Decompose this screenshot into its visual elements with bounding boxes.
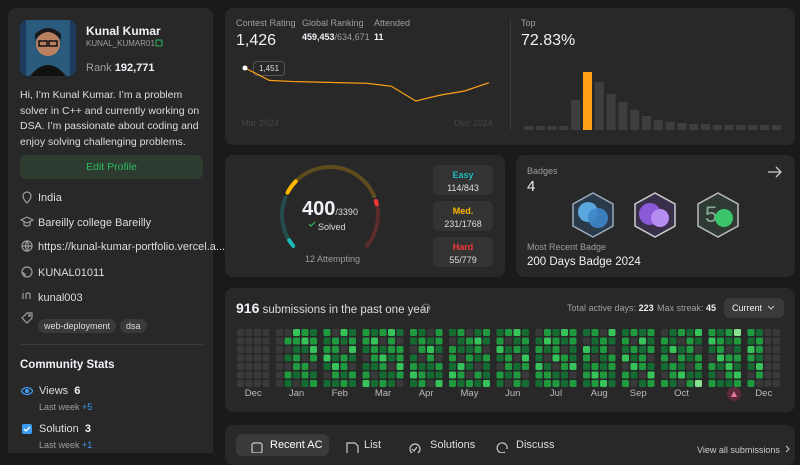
linkedin[interactable]: kunal003 (38, 292, 83, 304)
tag[interactable]: dsa (120, 319, 147, 333)
location: India (38, 192, 62, 204)
period: Last week (39, 440, 80, 450)
month-label: Apr (418, 388, 434, 399)
attempting: 12 Attempting (305, 254, 361, 264)
recent-badge: 200 Days Badge 2024 (527, 256, 641, 268)
label: Max streak: (657, 303, 704, 313)
difficulty-box: Hard 55/779 (433, 237, 493, 267)
change: +5 (82, 402, 93, 412)
max-streak: Max streak: 45 (657, 303, 716, 313)
top-label: Top (521, 18, 536, 28)
github[interactable]: KUNAL01011 (38, 267, 105, 279)
profile-card (8, 8, 213, 453)
count: 916 (236, 300, 260, 316)
month-label: Dec (755, 388, 773, 399)
solved: 400 (302, 198, 336, 220)
month-label: Dec (244, 388, 262, 399)
solved-label: Solved (318, 222, 346, 232)
period: Last week (39, 402, 80, 412)
text: submissions in the past one year (262, 304, 431, 316)
month-label: May (460, 388, 479, 399)
divider (20, 344, 203, 345)
view-all-link[interactable]: View all submissions (697, 445, 780, 455)
total: /3390 (335, 207, 358, 217)
difficulty-count: 231/1768 (444, 219, 482, 229)
x-label: Mar 2024 (241, 118, 280, 128)
stat-icons (21, 386, 33, 434)
user-name: Kunal Kumar (86, 24, 161, 38)
edit-profile-button[interactable]: Edit Profile (20, 155, 203, 179)
difficulty-box: Easy 114/843 (433, 165, 493, 195)
x-label: Dec 2024 (454, 118, 493, 128)
username: KUNAL_KUMAR01 (86, 39, 155, 48)
difficulty-name: Hard (452, 242, 474, 252)
stat-name: Solution (39, 423, 79, 435)
ranking-label: Global Ranking (302, 18, 364, 28)
tab[interactable]: List (364, 439, 382, 451)
ranking-value: 459,453/634,671 (302, 32, 370, 42)
tab[interactable]: Solutions (430, 439, 476, 451)
avatar (20, 20, 76, 76)
solution-change: Last week +1 (39, 440, 92, 450)
value: 223 (638, 303, 654, 313)
month-label: Jul (549, 388, 563, 399)
badges-title: Badges (527, 166, 558, 176)
stat-name: Views (39, 385, 69, 397)
stat-value: 3 (84, 423, 92, 435)
active-days: Total active days: 223 (567, 303, 654, 313)
label: Total active days: (567, 303, 637, 313)
tab[interactable]: Discuss (516, 439, 555, 451)
solution-row: Solution 3 (39, 423, 91, 435)
month-label: Jun (505, 388, 521, 399)
month-label: Aug (590, 388, 608, 399)
community-title: Community Stats (20, 359, 115, 371)
rank-row: Rank 192,771 (86, 62, 155, 74)
school: Bareilly college Bareilly (38, 217, 152, 229)
year-dropdown[interactable]: Current (724, 298, 784, 318)
difficulty-name: Easy (452, 170, 474, 180)
rating-label: Contest Rating (236, 18, 296, 28)
month-label: Oct (674, 388, 689, 399)
divider (510, 18, 511, 130)
website[interactable]: https://kunal-kumar-portfolio.vercel.a..… (38, 241, 226, 253)
verified-icon (155, 39, 163, 47)
tag[interactable]: web-deployment (38, 319, 117, 333)
heatmap-title: 916 submissions in the past one year (236, 300, 430, 316)
tooltip: 1,451 (253, 61, 286, 76)
views-row: Views 6 (39, 385, 80, 397)
rank-value: 192,771 (114, 62, 155, 74)
attended-label: Attended (374, 18, 411, 28)
stat-value: 6 (74, 385, 81, 397)
difficulty-count: 114/843 (447, 183, 479, 193)
month-label: Mar (374, 388, 392, 399)
change: +1 (82, 440, 93, 450)
badges-count: 4 (527, 178, 536, 195)
recent-badge-label: Most Recent Badge (527, 242, 607, 252)
difficulty-box: Med. 231/1768 (433, 201, 493, 231)
views-change: Last week +5 (39, 402, 92, 412)
ranking: 459,453 (302, 32, 335, 42)
value: 45 (706, 303, 717, 313)
difficulty-name: Med. (452, 206, 474, 216)
month-label: Feb (331, 388, 348, 399)
skill-tags: web-deployment dsa (38, 316, 151, 334)
month-label: Sep (629, 388, 647, 399)
solved-count: 400/3390 (280, 198, 380, 221)
page: Profile {"profile":{"name":"Kunal Kumar"… (8, 8, 795, 465)
attended-value: 11 (374, 32, 384, 42)
ranking-total: /634,671 (334, 32, 370, 42)
profile-page: Kunal Kumar KUNAL_KUMAR01 Rank 192,771 H… (8, 8, 795, 465)
rating-value: 1,426 (236, 32, 277, 49)
bio: Hi, I’m Kunal Kumar. I’m a problem solve… (20, 89, 200, 148)
top-value: 72.83% (521, 32, 576, 49)
difficulty-count: 55/779 (449, 255, 477, 265)
rank-label: Rank (86, 62, 112, 74)
info-icons (20, 191, 34, 324)
month-label: Jan (288, 388, 305, 399)
